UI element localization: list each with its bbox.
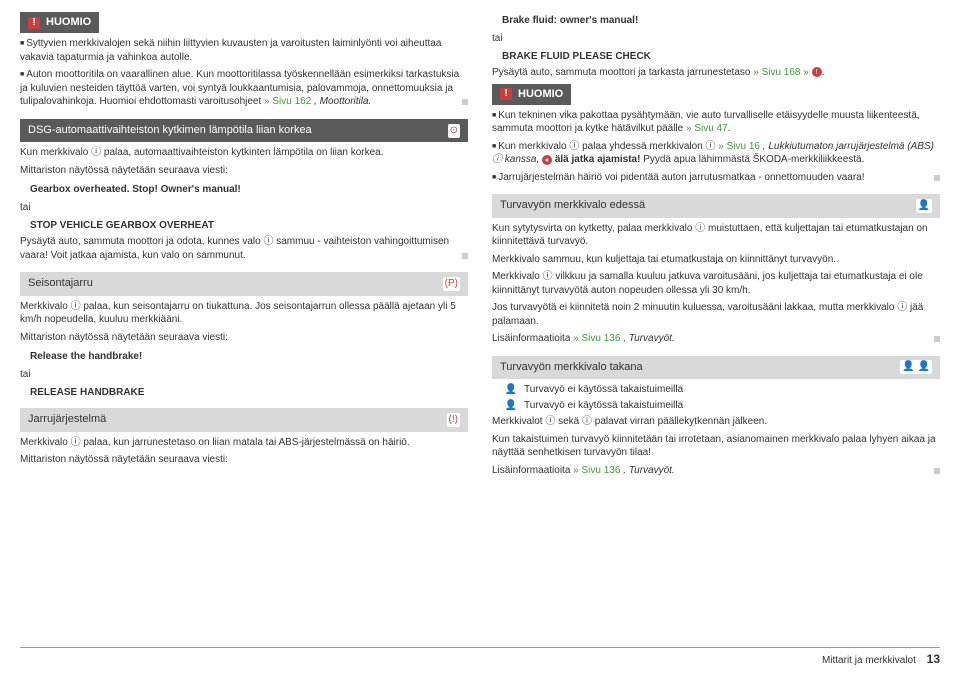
section-header-turvavyo-edessa: Turvavyön merkkivalo edessä 👤 — [492, 194, 940, 217]
park-p2: Mittariston näytössä näytetään seuraava … — [20, 331, 468, 345]
right-column: Brake fluid: owner's manual! tai BRAKE F… — [492, 12, 940, 641]
huomio-header-left: ! HUOMIO — [20, 12, 99, 33]
warning-icon: ! — [28, 17, 40, 29]
dsg-p3: Pysäytä auto, sammuta moottori ja odota,… — [20, 235, 468, 262]
section-end-icon — [934, 336, 940, 342]
brake-p1: Merkkivalo ⓘ palaa, kun jarrunestetaso o… — [20, 436, 468, 450]
huomio-title: HUOMIO — [46, 15, 91, 30]
link-sivu-16[interactable]: » Sivu 16 — [718, 141, 760, 152]
section-header-jarrujarjestelma: Jarrujärjestelmä (!) — [20, 408, 468, 431]
link-sivu-162[interactable]: » Sivu 162 — [264, 96, 311, 107]
dsg-msg1: Gearbox overheated. Stop! Owner's manual… — [20, 183, 468, 197]
belt-r-p1: Merkkivalot ⓘ sekä ⓘ palavat virran pääl… — [492, 415, 940, 429]
section-end-icon — [934, 175, 940, 181]
huomio-bullet-1: Syttyvien merkkivalojen sekä niihin liit… — [20, 37, 468, 64]
huomio-title-r: HUOMIO — [518, 87, 563, 102]
park-msg1: Release the handbrake! — [20, 350, 468, 364]
belt-r-p3: Lisäinformaatioita » Sivu 136 , Turvavyö… — [492, 464, 940, 478]
belt-f-p4: Jos turvavyötä ei kiinnitetä noin 2 minu… — [492, 301, 940, 328]
link-sivu-136a[interactable]: » Sivu 136 — [573, 333, 620, 344]
brake-p2: Mittariston näytössä näytetään seuraava … — [20, 453, 468, 467]
section-end-icon — [462, 99, 468, 105]
link-sivu-168[interactable]: » Sivu 168 » — [753, 67, 809, 78]
two-column-layout: ! HUOMIO Syttyvien merkkivalojen sekä ni… — [20, 12, 940, 641]
parking-brake-icon: (P) — [443, 277, 460, 291]
list-item: 👤Turvavyö ei käytössä takaistuimeilla — [504, 383, 940, 397]
park-p1: Merkkivalo ⓘ palaa, kun seisontajarru on… — [20, 300, 468, 327]
brake-msg1: Brake fluid: owner's manual! — [492, 14, 940, 28]
seatbelt-front-icon: 👤 — [916, 199, 932, 213]
section-header-dsg: DSG-automaattivaihteiston kytkimen lämpö… — [20, 119, 468, 142]
belt-r-p2: Kun takaistuimen turvavyö kiinnitetään t… — [492, 433, 940, 460]
list-item: 👤Turvavyö ei käytössä takaistuimeilla — [504, 399, 940, 413]
link-sivu-136b[interactable]: » Sivu 136 — [573, 465, 620, 476]
warning-icon: ! — [500, 88, 512, 100]
belt-f-p5: Lisäinformaatioita » Sivu 136 , Turvavyö… — [492, 332, 940, 346]
huomio-bullet-2: Auton moottoritila on vaarallinen alue. … — [20, 68, 468, 109]
link-sivu-47[interactable]: » Sivu 47 — [686, 123, 728, 134]
gearbox-icon: ⊙ — [448, 124, 460, 138]
dsg-p2: Mittariston näytössä näytetään seuraava … — [20, 164, 468, 178]
footer-label: Mittarit ja merkkivalot — [822, 655, 916, 666]
brake-system-icon: (!) — [447, 413, 460, 427]
h-bullet-3: Jarrujärjestelmän häiriö voi pidentää au… — [492, 171, 940, 185]
section-header-seisontajarru: Seisontajarru (P) — [20, 272, 468, 295]
belt-f-p1: Kun sytytysvirta on kytketty, palaa merk… — [492, 222, 940, 249]
tai-3: tai — [492, 32, 940, 46]
park-msg2: RELEASE HANDBRAKE — [20, 386, 468, 400]
h-bullet-1: Kun tekninen vika pakottaa pysähtymään, … — [492, 109, 940, 136]
belt-f-p2: Merkkivalo sammuu, kun kuljettaja tai et… — [492, 253, 940, 267]
belt-off-icon: 👤 — [504, 383, 518, 397]
seatbelt-rear-icon: 👤 👤 — [900, 360, 932, 374]
section-header-turvavyo-takana: Turvavyön merkkivalo takana 👤 👤 — [492, 356, 940, 379]
section-end-icon — [462, 253, 468, 259]
page-footer: Mittarit ja merkkivalot 13 — [20, 647, 940, 668]
brake-check-p: Pysäytä auto, sammuta moottori ja tarkas… — [492, 66, 940, 80]
huomio-header-right: ! HUOMIO — [492, 84, 571, 105]
stop-icon: ● — [542, 155, 552, 165]
tai-2: tai — [20, 368, 468, 382]
belt-f-p3: Merkkivalo ⓘ vilkkuu ja samalla kuuluu j… — [492, 270, 940, 297]
warning-inline-icon: ! — [812, 67, 822, 77]
belt-off-icon: 👤 — [504, 399, 518, 413]
h-bullet-2: Kun merkkivalo ⓘ palaa yhdessä merkkival… — [492, 140, 940, 167]
left-column: ! HUOMIO Syttyvien merkkivalojen sekä ni… — [20, 12, 468, 641]
rear-belt-list: 👤Turvavyö ei käytössä takaistuimeilla 👤T… — [492, 383, 940, 415]
section-end-icon — [934, 468, 940, 474]
tai-1: tai — [20, 201, 468, 215]
page-number: 13 — [927, 652, 940, 666]
dsg-msg2: STOP VEHICLE GEARBOX OVERHEAT — [20, 219, 468, 233]
brake-msg2: BRAKE FLUID PLEASE CHECK — [492, 50, 940, 64]
dsg-p1: Kun merkkivalo ⓘ palaa, automaattivaihte… — [20, 146, 468, 160]
